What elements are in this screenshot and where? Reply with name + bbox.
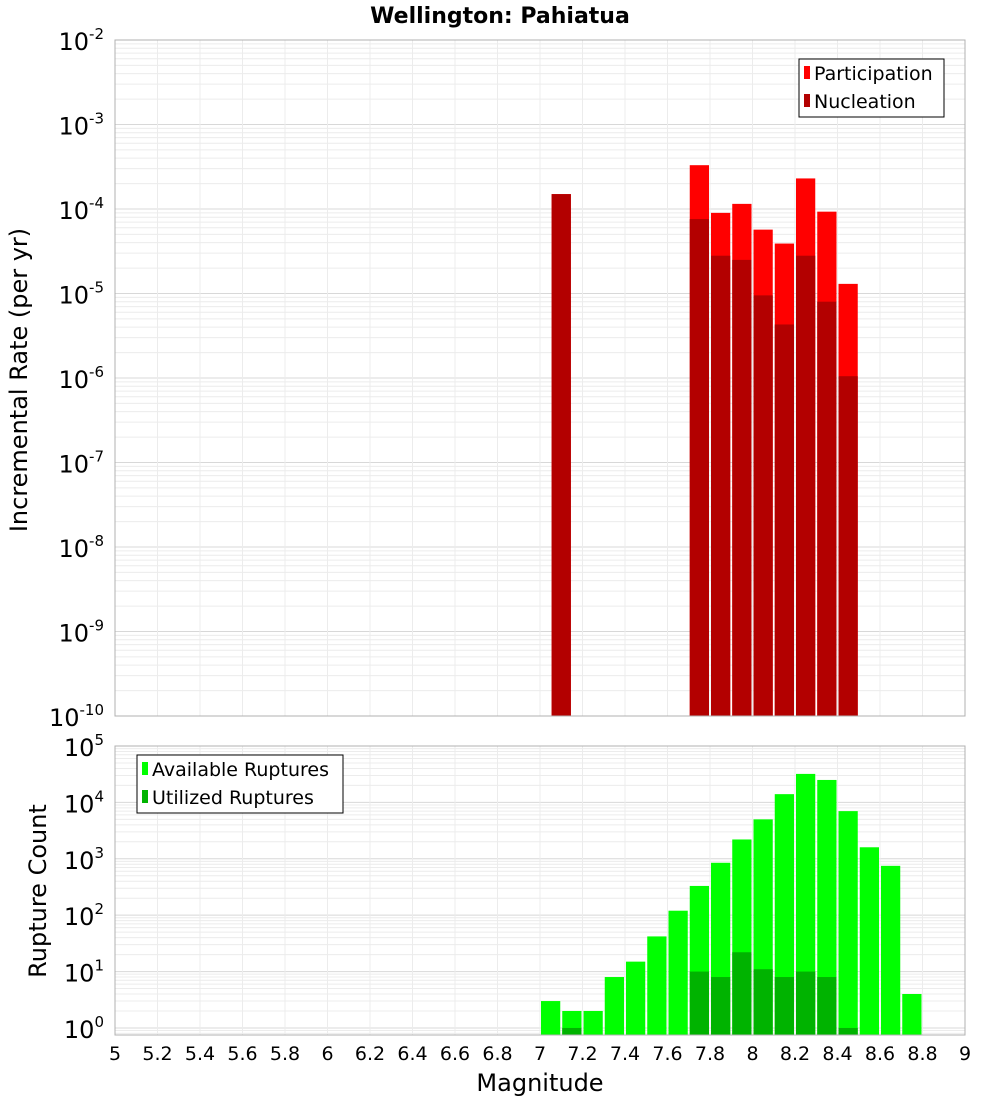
bottom-bar — [626, 961, 646, 1035]
bottom-bar — [859, 847, 879, 1035]
top-grid — [114, 40, 966, 717]
bottom-bar — [583, 1010, 603, 1035]
bottom-legend: Available Ruptures Utilized Ruptures — [136, 754, 344, 814]
top-bar — [796, 255, 816, 716]
x-tick-label: 8.2 — [780, 1043, 810, 1065]
x-tick-label: 6.8 — [482, 1043, 512, 1065]
bottom-plot-frame — [114, 745, 966, 1036]
bottom-bar — [796, 773, 816, 1035]
chart-title: Wellington: Pahiatua — [370, 4, 630, 29]
bottom-bar — [838, 1027, 858, 1035]
bottom-bar — [817, 779, 837, 1035]
top-y-tick-label: 10-3 — [58, 110, 104, 141]
top-y-tick-label: 10-2 — [58, 25, 104, 56]
bottom-bar — [838, 811, 858, 1035]
top-legend-label: Nucleation — [814, 91, 916, 113]
top-bar — [732, 259, 752, 716]
bottom-bar — [541, 1001, 561, 1035]
top-chart: 10-2 10-3 10-4 10-5 10-6 10-7 10-8 10-9 10-10 Par… — [49, 25, 966, 732]
x-tick-label: 5.2 — [142, 1043, 172, 1065]
top-bar — [689, 219, 709, 716]
bottom-series-1 — [562, 952, 858, 1035]
bottom-chart: 105 104 103 102 101 100 Available Ruptures Util… — [64, 731, 971, 1065]
x-tick-label: 6.4 — [397, 1043, 427, 1065]
x-tick-label: 9 — [959, 1043, 971, 1065]
top-y-axis-title: Incremental Rate (per yr) — [5, 228, 33, 532]
x-tick-label: 7.8 — [695, 1043, 725, 1065]
top-plot-frame — [114, 39, 966, 717]
top-bar — [711, 255, 731, 716]
bottom-bar — [753, 969, 773, 1035]
bottom-legend-label: Utilized Ruptures — [152, 787, 314, 809]
bottom-legend-swatch — [142, 762, 148, 775]
top-y-tick-label: 10-10 — [49, 701, 104, 732]
top-bar — [753, 295, 773, 716]
top-legend-swatch — [804, 94, 810, 107]
top-legend: Participation Nucleation — [798, 58, 945, 118]
top-y-tick-label: 10-4 — [58, 194, 104, 225]
bottom-y-tick-label: 105 — [64, 731, 104, 762]
x-tick-label: 7.6 — [652, 1043, 682, 1065]
x-tick-label: 5.8 — [270, 1043, 300, 1065]
bottom-bar — [774, 977, 794, 1035]
top-y-tick-label: 10-6 — [58, 363, 104, 394]
bottom-bar — [817, 977, 837, 1035]
bottom-y-tick-label: 103 — [64, 844, 104, 875]
bottom-bar — [902, 994, 922, 1035]
x-tick-label: 7 — [534, 1043, 546, 1065]
top-bar — [774, 324, 794, 716]
bottom-y-tick-label: 101 — [64, 957, 104, 988]
top-bar — [838, 376, 858, 716]
bottom-legend-box — [136, 754, 344, 814]
x-tick-label: 8.6 — [865, 1043, 895, 1065]
x-tick-label: 8.8 — [907, 1043, 937, 1065]
bottom-legend-swatch — [142, 790, 148, 803]
bottom-bar — [774, 794, 794, 1035]
bottom-legend-label: Available Ruptures — [152, 759, 329, 781]
bottom-bar — [562, 1027, 582, 1035]
x-axis-title: Magnitude — [476, 1069, 603, 1097]
bottom-bar — [881, 865, 901, 1035]
x-tick-label: 7.4 — [610, 1043, 640, 1065]
bottom-bar — [711, 977, 731, 1035]
top-legend-swatch — [804, 66, 810, 79]
top-legend-label: Participation — [814, 63, 933, 85]
bottom-bar — [732, 952, 752, 1035]
x-tick-label: 5 — [109, 1043, 121, 1065]
x-tick-label: 6 — [321, 1043, 333, 1065]
x-tick-label: 7.2 — [567, 1043, 597, 1065]
bottom-bar — [668, 910, 688, 1035]
top-y-tick-label: 10-9 — [58, 617, 104, 648]
bottom-bar — [604, 977, 624, 1035]
bottom-y-tick-label: 100 — [64, 1013, 104, 1044]
bottom-y-tick-label: 102 — [64, 900, 104, 931]
bottom-bar — [689, 971, 709, 1035]
bottom-y-tick-label: 104 — [64, 787, 104, 818]
top-legend-box — [798, 58, 945, 118]
top-y-tick-label: 10-5 — [58, 279, 104, 310]
bottom-bar — [796, 971, 816, 1035]
x-tick-label: 8 — [746, 1043, 758, 1065]
top-y-tick-label: 10-8 — [58, 532, 104, 563]
x-tick-label: 5.4 — [185, 1043, 215, 1065]
top-bar — [817, 301, 837, 716]
top-y-tick-label: 10-7 — [58, 448, 104, 479]
bottom-bar — [647, 936, 667, 1035]
top-bar — [551, 194, 571, 716]
x-tick-label: 5.6 — [227, 1043, 257, 1065]
x-tick-label: 8.4 — [822, 1043, 852, 1065]
top-series-1 — [551, 194, 858, 716]
bottom-y-axis-title: Rupture Count — [24, 804, 52, 978]
x-tick-label: 6.6 — [440, 1043, 470, 1065]
x-tick-label: 6.2 — [355, 1043, 385, 1065]
